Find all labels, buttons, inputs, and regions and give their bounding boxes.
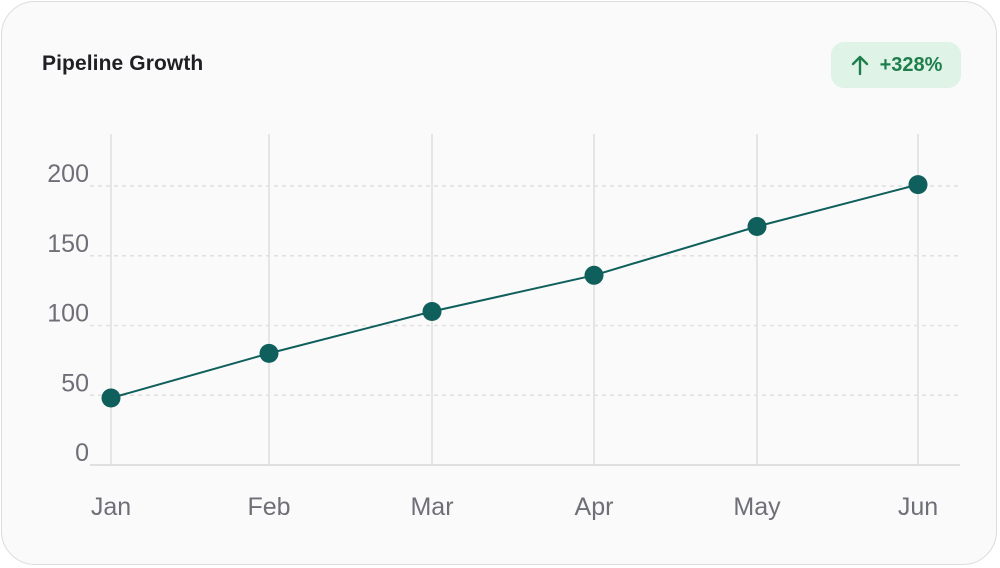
data-point bbox=[259, 343, 279, 363]
y-tick-label: 200 bbox=[47, 160, 89, 188]
data-point bbox=[908, 175, 928, 195]
data-point bbox=[584, 265, 604, 285]
growth-badge-value: +328% bbox=[879, 53, 943, 76]
series-line bbox=[110, 183, 919, 399]
arrow-up-icon bbox=[850, 54, 870, 76]
growth-badge: +328% bbox=[831, 42, 961, 88]
x-tick-label: Apr bbox=[575, 493, 614, 521]
x-tick-label: Jun bbox=[898, 493, 938, 521]
y-tick-label: 50 bbox=[61, 369, 89, 397]
y-tick-label: 0 bbox=[75, 439, 89, 467]
x-tick-label: Feb bbox=[247, 493, 290, 521]
data-point bbox=[747, 217, 767, 236]
x-tick-label: Mar bbox=[410, 493, 453, 521]
x-tick-label: May bbox=[733, 493, 781, 521]
chart-title: Pipeline Growth bbox=[42, 52, 204, 75]
y-tick-label: 150 bbox=[47, 230, 89, 258]
x-tick-label: Jan bbox=[91, 493, 131, 521]
data-point bbox=[422, 302, 442, 321]
data-point bbox=[101, 388, 121, 408]
y-tick-label: 100 bbox=[47, 300, 89, 328]
